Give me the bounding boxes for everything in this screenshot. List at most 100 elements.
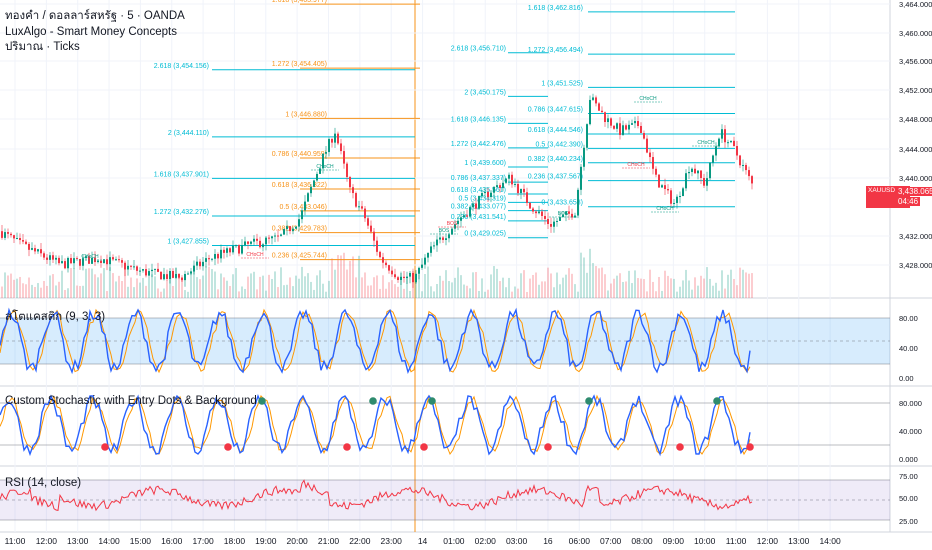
stoch1-tick-label: 80.00 (899, 314, 918, 323)
symbol-title[interactable]: ทองคำ / ดอลลาร์สหรัฐ · 5 · OANDA (5, 10, 185, 22)
fib-level-label: 2.618 (3,456.710) (451, 46, 506, 53)
price-tick-label: 3,432.000 (899, 232, 932, 241)
time-tick-label: 01:00 (443, 536, 465, 546)
volume-bar (727, 274, 729, 298)
stoch1-tick-label: 0.00 (899, 374, 914, 383)
candle-body (61, 261, 63, 264)
indicator-volume[interactable]: ปริมาณ · Ticks (5, 41, 80, 53)
volume-bar (103, 268, 105, 298)
volume-bar (604, 274, 606, 298)
candle-body (145, 269, 147, 276)
volume-bar (25, 284, 27, 298)
candle-body (484, 191, 486, 194)
volume-bar (670, 278, 672, 298)
volume-bar (280, 267, 282, 298)
structure-label: CHoCH (246, 252, 264, 258)
volume-bar (640, 278, 642, 298)
volume-bar (79, 285, 81, 298)
volume-bar (49, 275, 51, 298)
candle-body (106, 259, 108, 265)
candle-body (310, 186, 312, 194)
candle-body (427, 252, 429, 258)
volume-bar (226, 280, 228, 298)
volume-bar (313, 289, 315, 298)
candle-body (4, 232, 6, 238)
volume-bar (544, 281, 546, 298)
candle-body (481, 193, 483, 197)
entry-dot (420, 443, 428, 451)
volume-bar (232, 274, 234, 298)
candle-body (583, 147, 585, 167)
candle-body (643, 133, 645, 139)
volume-bar (595, 265, 597, 298)
fib-level-label: 1.618 (3,462.816) (528, 5, 583, 12)
volume-bar (73, 268, 75, 298)
volume-bar (172, 286, 174, 298)
candle-body (259, 240, 261, 248)
candle-body (676, 196, 678, 203)
volume-bar (169, 271, 171, 298)
fib-level-label: 1 (3,451.525) (541, 80, 583, 87)
volume-bar (505, 287, 507, 298)
stoch2-k-line (0, 393, 751, 457)
fib-level-label: 1 (3,446.880) (285, 111, 327, 118)
candle-body (652, 157, 654, 169)
volume-bar (652, 281, 654, 298)
volume-bar (487, 289, 489, 298)
volume-bar (250, 273, 252, 298)
candle-body (460, 217, 462, 221)
volume-bar (550, 273, 552, 298)
volume-bar (337, 255, 339, 298)
candle-body (223, 249, 225, 253)
candle-body (556, 220, 558, 222)
rsi-pane-label[interactable]: RSI (14, close) (5, 477, 82, 489)
stoch2-pane-label[interactable]: Custom Stochastic with Entry Dots & Back… (5, 395, 257, 407)
volume-bar (88, 268, 90, 298)
volume-bar (325, 291, 327, 298)
candle-body (376, 240, 378, 252)
candle-body (166, 274, 168, 279)
volume-bar (370, 285, 372, 298)
candle-body (172, 271, 174, 278)
volume-bar (7, 275, 9, 298)
candle-body (463, 215, 465, 218)
volume-bar (562, 277, 564, 298)
volume-bar (658, 276, 660, 298)
candle-body (367, 218, 369, 226)
volume-bar (367, 285, 369, 298)
volume-bar (19, 276, 21, 298)
volume-bar (139, 282, 141, 298)
candle-body (7, 232, 9, 234)
volume-bar (676, 291, 678, 298)
volume-bar (151, 274, 153, 298)
time-tick-label: 16:00 (161, 536, 183, 546)
volume-bar (334, 269, 336, 298)
price-tick-label: 3,460.000 (899, 29, 932, 38)
candle-body (280, 234, 282, 236)
volume-bar (607, 290, 609, 298)
candle-body (379, 251, 381, 258)
time-tick-label: 12:00 (36, 536, 58, 546)
indicator-smc[interactable]: LuxAlgo - Smart Money Concepts (5, 25, 177, 38)
time-tick-label: 15:00 (130, 536, 152, 546)
badge-symbol: XAUUSD (868, 187, 896, 194)
candle-body (607, 118, 609, 123)
volume-bar (346, 269, 348, 298)
candle-body (355, 193, 357, 207)
time-tick-label: 19:00 (255, 536, 277, 546)
plot-background (0, 0, 890, 532)
volume-bar (358, 255, 360, 298)
candle-body (127, 265, 129, 270)
candle-body (295, 226, 297, 229)
stoch1-pane-label[interactable]: สโตแคสติก (9, 3, 3) (5, 311, 106, 323)
volume-bar (478, 290, 480, 298)
volume-bar (751, 273, 753, 298)
volume-bar (64, 289, 66, 298)
volume-bar (181, 275, 183, 298)
structure-label: CHoCH (316, 164, 334, 170)
structure-label: BOS (558, 211, 569, 217)
candle-body (724, 129, 726, 143)
volume-bar (712, 285, 714, 298)
candle-body (514, 183, 516, 185)
